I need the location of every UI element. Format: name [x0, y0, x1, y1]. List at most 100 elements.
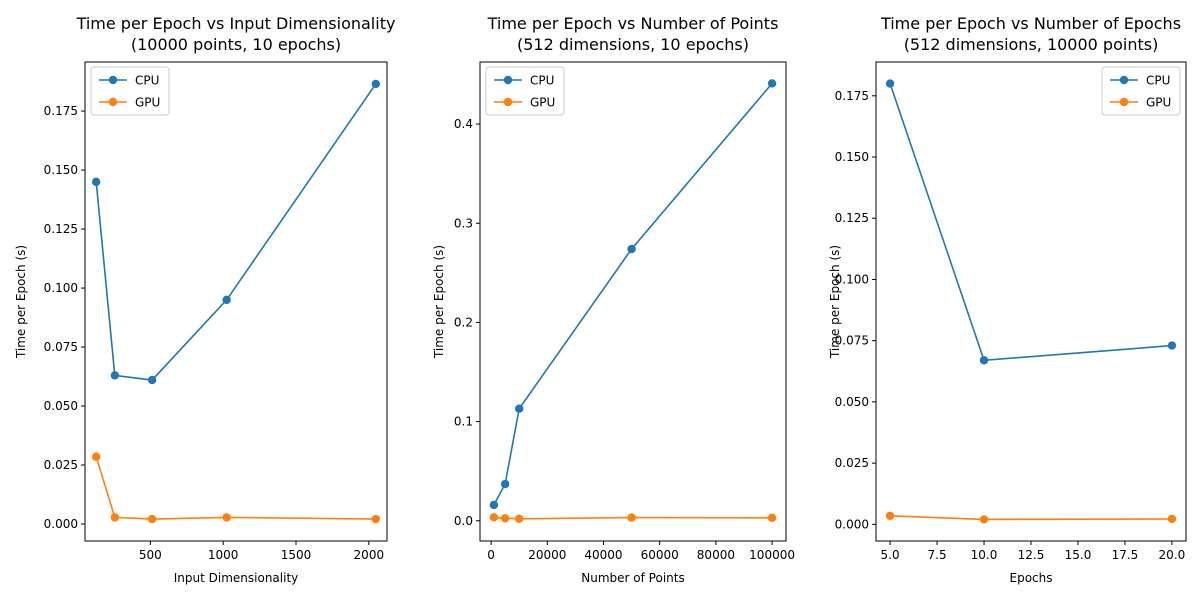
y-tick-label: 0.025	[44, 458, 78, 472]
legend-marker	[1119, 97, 1129, 107]
y-tick-label: 0.100	[44, 281, 78, 295]
chart-title: Time per Epoch vs Input Dimensionality	[76, 14, 396, 33]
y-axis-label: Time per Epoch (s)	[828, 245, 842, 359]
data-point-gpu	[885, 511, 895, 520]
x-tick-label: 60000	[641, 548, 679, 562]
legend-marker	[503, 75, 513, 85]
data-point-cpu	[110, 371, 120, 380]
legend-marker	[503, 97, 513, 107]
data-point-gpu	[500, 514, 510, 523]
x-tick-label: 500	[139, 548, 162, 562]
chart-title: Time per Epoch vs Number of Epochs	[880, 14, 1181, 33]
x-tick-label: 1500	[281, 548, 312, 562]
legend-label: GPU	[530, 96, 555, 110]
x-tick-label: 5.0	[881, 548, 900, 562]
axes-frame	[479, 61, 787, 542]
y-tick-label: 0.150	[835, 150, 869, 164]
data-point-gpu	[514, 514, 524, 523]
y-tick-label: 0.050	[835, 395, 869, 409]
axes-frame	[84, 61, 388, 542]
data-point-gpu	[767, 513, 777, 522]
chart-panel-1: Time per Epoch vs Input Dimensionality (1…	[14, 14, 395, 585]
data-point-gpu	[489, 513, 499, 522]
y-tick-label: 0.075	[44, 340, 78, 354]
x-tick-label: 20.0	[1159, 548, 1186, 562]
data-point-gpu	[979, 515, 989, 524]
data-point-cpu	[514, 404, 524, 413]
legend-label: CPU	[135, 74, 159, 88]
y-tick-label: 0.000	[44, 517, 78, 531]
chart-subtitle: (10000 points, 10 epochs)	[131, 35, 341, 54]
data-point-cpu	[627, 244, 636, 254]
data-point-gpu	[147, 514, 157, 524]
y-tick-label: 0.075	[835, 334, 869, 348]
legend: CPU GPU	[1101, 66, 1181, 116]
x-tick-label: 2000	[354, 548, 385, 562]
data-point-cpu	[91, 177, 101, 187]
y-tick-label: 0.100	[835, 272, 869, 286]
data-point-cpu	[979, 356, 989, 365]
data-point-cpu	[489, 500, 499, 510]
data-point-cpu	[885, 79, 895, 88]
data-point-gpu	[110, 513, 120, 522]
x-tick-label: 0	[487, 548, 495, 562]
data-point-cpu	[767, 79, 777, 88]
legend-label: CPU	[530, 74, 554, 88]
legend-marker	[108, 97, 118, 107]
x-tick-label: 15.0	[1065, 548, 1092, 562]
chart-title: Time per Epoch vs Number of Points	[487, 14, 779, 33]
legend-marker	[1119, 75, 1129, 85]
legend-label: GPU	[1146, 96, 1171, 110]
y-tick-label: 0.125	[835, 211, 869, 225]
x-tick-label: 10.0	[971, 548, 998, 562]
y-tick-label: 0.150	[44, 163, 78, 177]
y-tick-label: 0.050	[44, 399, 78, 413]
y-tick-label: 0.175	[44, 104, 78, 118]
x-tick-label: 40000	[584, 548, 622, 562]
series-line-cpu	[95, 83, 377, 381]
legend: CPU GPU	[90, 66, 170, 116]
data-point-cpu	[371, 79, 381, 89]
data-point-cpu	[1167, 341, 1177, 350]
axes-frame	[875, 61, 1187, 542]
y-tick-label: 0.125	[44, 222, 78, 236]
data-point-gpu	[222, 513, 231, 522]
y-tick-label: 0.025	[835, 456, 869, 470]
y-tick-label: 0.000	[835, 517, 869, 531]
data-point-gpu	[91, 452, 101, 461]
x-tick-label: 100000	[749, 548, 795, 562]
data-point-cpu	[222, 295, 231, 305]
y-tick-label: 0.175	[835, 89, 869, 103]
x-tick-label: 17.5	[1112, 548, 1139, 562]
series-line-gpu	[890, 515, 1172, 521]
y-axis-label: Time per Epoch (s)	[432, 245, 446, 359]
y-tick-label: 0.1	[454, 415, 473, 429]
data-point-gpu	[371, 514, 381, 524]
y-tick-label: 0.3	[454, 216, 473, 230]
data-point-gpu	[627, 513, 636, 522]
chart-subtitle: (512 dimensions, 10 epochs)	[517, 35, 749, 54]
legend-marker	[108, 75, 118, 85]
x-axis-label: Input Dimensionality	[174, 571, 299, 585]
y-tick-label: 0.0	[454, 514, 473, 528]
x-tick-label: 80000	[697, 548, 735, 562]
x-tick-label: 20000	[528, 548, 566, 562]
x-axis-label: Epochs	[1010, 571, 1053, 585]
chart-panel-3: Time per Epoch vs Number of Epochs (512 d…	[828, 14, 1187, 585]
y-tick-label: 0.2	[454, 315, 473, 329]
x-axis-label: Number of Points	[581, 571, 684, 585]
x-tick-label: 12.5	[1018, 548, 1045, 562]
chart-subtitle: (512 dimensions, 10000 points)	[904, 35, 1159, 54]
x-tick-label: 7.5	[928, 548, 947, 562]
data-point-gpu	[1167, 514, 1177, 524]
x-tick-label: 1000	[208, 548, 239, 562]
legend-label: GPU	[135, 96, 160, 110]
legend: CPU GPU	[485, 66, 565, 116]
legend-label: CPU	[1146, 74, 1170, 88]
series-line-gpu	[95, 456, 376, 520]
series-line-cpu	[493, 82, 773, 506]
y-axis-label: Time per Epoch (s)	[14, 245, 28, 359]
series-line-cpu	[889, 83, 1172, 362]
chart-panel-2: Time per Epoch vs Number of Points (512 d…	[432, 14, 795, 585]
data-point-cpu	[500, 479, 510, 489]
